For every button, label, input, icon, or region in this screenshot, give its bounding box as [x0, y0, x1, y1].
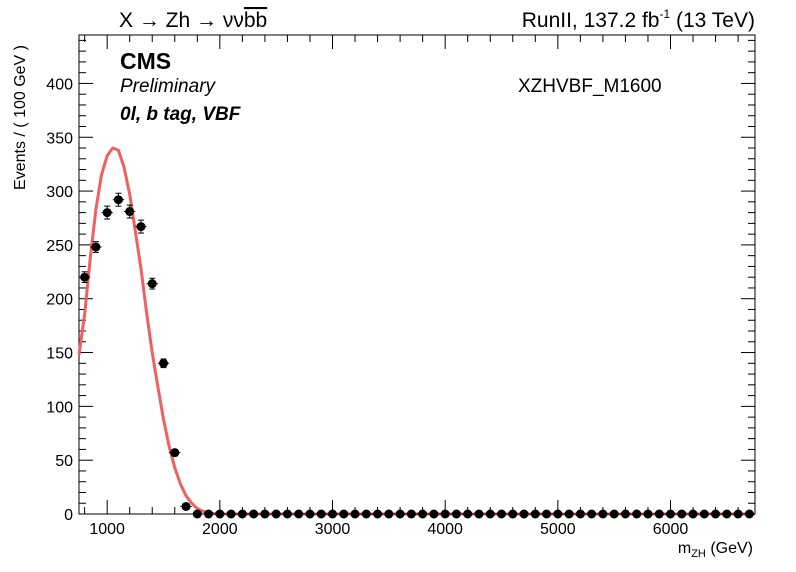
data-point	[643, 509, 653, 519]
data-point	[102, 208, 112, 218]
y-tick-label: 300	[46, 184, 73, 201]
data-point	[395, 509, 405, 519]
data-point	[406, 509, 416, 519]
data-point	[384, 509, 394, 519]
data-point	[159, 358, 168, 368]
data-point	[485, 509, 495, 519]
data-point	[575, 509, 585, 519]
x-axis-title: mZH (GeV)	[678, 540, 753, 560]
data-point	[677, 509, 687, 519]
preliminary-label: Preliminary	[120, 76, 217, 97]
data-point	[361, 509, 371, 519]
data-point	[598, 509, 608, 519]
data-point	[80, 272, 90, 282]
data-point	[451, 509, 461, 519]
data-point	[271, 509, 281, 519]
data-point	[237, 509, 247, 519]
data-point	[192, 509, 202, 519]
data-point	[699, 509, 709, 519]
data-point	[215, 509, 225, 519]
x-tick-label: 6000	[653, 521, 689, 538]
data-point	[316, 509, 326, 519]
data-point	[542, 509, 552, 519]
data-points	[79, 192, 755, 519]
data-point	[587, 509, 597, 519]
data-point	[328, 509, 337, 519]
data-point	[429, 509, 439, 519]
data-point	[722, 509, 732, 519]
data-point	[744, 509, 754, 519]
data-point	[305, 509, 315, 519]
data-point	[125, 207, 135, 217]
y-tick-label: 50	[55, 453, 73, 470]
data-point	[530, 509, 540, 519]
data-point	[418, 509, 428, 519]
y-tick-label: 400	[46, 76, 73, 93]
data-point	[711, 509, 721, 519]
tick-labels: 1000 2000 3000 4000 5000 6000 0 50 100 150 200 250 3…	[46, 76, 688, 538]
data-point	[249, 509, 259, 519]
data-point	[609, 509, 619, 519]
data-point	[113, 195, 123, 205]
y-tick-label: 100	[46, 399, 73, 416]
data-point	[204, 509, 214, 519]
data-point	[294, 509, 304, 519]
data-point	[440, 509, 450, 519]
data-point	[632, 509, 642, 519]
lumi-label: RunII, 137.2 fb-1 (13 TeV)	[522, 7, 755, 32]
data-point	[497, 509, 506, 519]
data-point	[654, 509, 664, 519]
data-point	[260, 509, 270, 519]
y-axis-title: Events / ( 100 GeV )	[12, 45, 29, 190]
y-tick-label: 150	[46, 346, 73, 363]
data-point	[666, 509, 675, 519]
data-point	[553, 509, 563, 519]
data-point	[226, 509, 236, 519]
x-tick-label: 3000	[315, 521, 351, 538]
fit-curve	[77, 146, 755, 516]
data-point	[508, 509, 518, 519]
y-tick-label: 250	[46, 238, 73, 255]
cms-label: CMS	[120, 48, 171, 74]
data-point	[170, 448, 180, 458]
data-point	[373, 509, 383, 519]
data-point	[620, 509, 630, 519]
data-point	[463, 509, 473, 519]
sample-label: XZHVBF_M1600	[518, 76, 662, 97]
data-point	[564, 509, 574, 519]
data-point	[350, 509, 360, 519]
data-point	[91, 242, 101, 252]
category-label: 0l, b tag, VBF	[120, 104, 242, 125]
x-tick-label: 1000	[89, 521, 125, 538]
x-tick-label: 2000	[202, 521, 238, 538]
axis-ticks	[79, 35, 755, 515]
x-tick-label: 5000	[540, 521, 576, 538]
y-tick-label: 0	[64, 507, 73, 524]
process-bb: bb	[244, 9, 267, 32]
x-tick-label: 4000	[427, 521, 463, 538]
data-point	[474, 509, 484, 519]
data-point	[733, 509, 743, 519]
data-point	[688, 509, 698, 519]
y-tick-label: 350	[46, 130, 73, 147]
process-title: X → Zh → ννbb	[119, 9, 267, 32]
data-point	[339, 509, 349, 519]
data-point	[147, 279, 157, 289]
data-point	[519, 509, 529, 519]
data-point	[282, 509, 292, 519]
data-point	[136, 222, 146, 232]
data-point	[181, 501, 191, 511]
y-tick-label: 200	[46, 292, 73, 309]
